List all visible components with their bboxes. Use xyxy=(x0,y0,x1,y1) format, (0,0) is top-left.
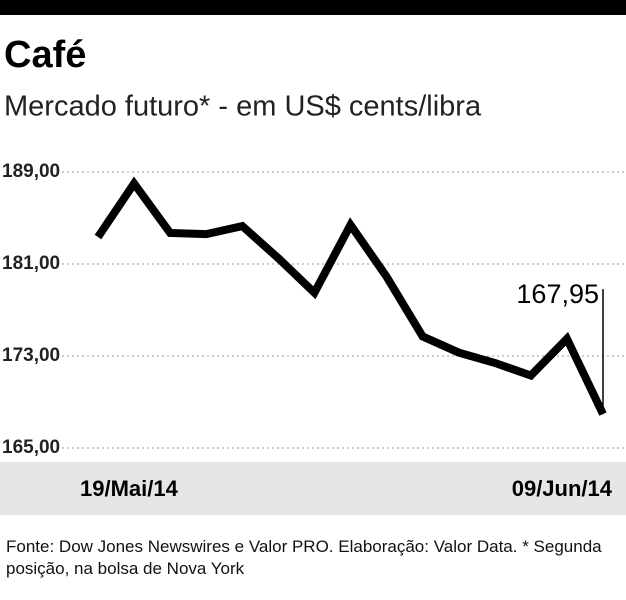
y-tick-label: 165,00 xyxy=(2,437,60,458)
chart-title: Café xyxy=(4,34,86,76)
y-tick-label: 181,00 xyxy=(2,253,60,274)
value-label: 167,95 xyxy=(516,279,599,309)
x-tick-label: 19/Mai/14 xyxy=(80,476,179,501)
line xyxy=(94,176,607,416)
chart-subtitle: Mercado futuro* - em US$ cents/libra xyxy=(4,91,482,123)
x-tick-label: 09/Jun/14 xyxy=(512,476,613,501)
top-bar xyxy=(0,0,626,15)
y-tick-label: 173,00 xyxy=(2,345,60,366)
x-axis-band xyxy=(0,462,626,515)
y-tick-label: 189,00 xyxy=(2,161,60,182)
footnote: Fonte: Dow Jones Newswires e Valor PRO. … xyxy=(6,537,602,578)
